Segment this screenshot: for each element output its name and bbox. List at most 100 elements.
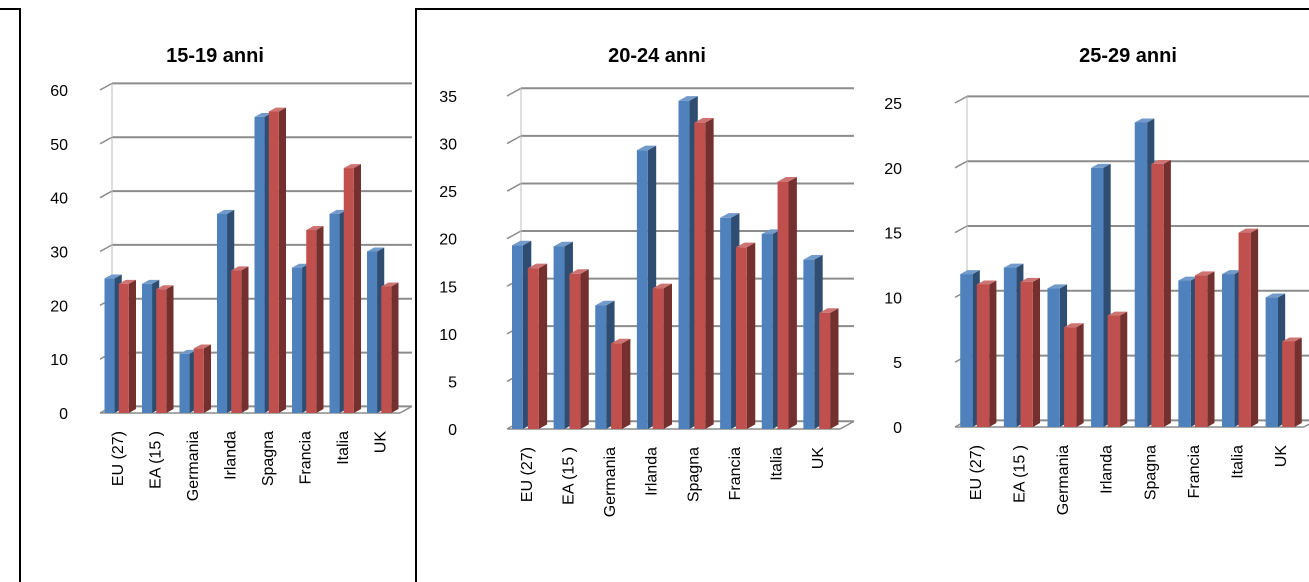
bar-front	[1107, 315, 1121, 427]
bar	[1194, 271, 1215, 427]
bar	[193, 344, 211, 413]
bar-top	[179, 349, 197, 354]
bar-front	[976, 284, 990, 427]
bar-front	[1003, 267, 1017, 427]
bar-top	[976, 280, 997, 285]
bar	[1151, 159, 1171, 428]
bar-front	[306, 229, 317, 413]
bar-top	[636, 145, 657, 151]
bar-top	[553, 241, 573, 247]
category-label: Irlanda	[1099, 445, 1116, 494]
bar-top	[595, 300, 615, 306]
grid-diagonal	[99, 190, 113, 199]
bar-front	[553, 246, 565, 429]
bar-side	[538, 263, 548, 429]
category-label: EA (15 )	[560, 447, 577, 505]
bar-top	[306, 226, 324, 230]
bar	[569, 269, 589, 429]
bar-top	[694, 118, 714, 123]
bar-side	[746, 242, 756, 429]
bar-top	[156, 285, 174, 290]
category-label: Francia	[1186, 445, 1203, 498]
bar-front	[735, 247, 747, 429]
y-tick-label: 15	[439, 279, 457, 296]
bar-top	[343, 164, 361, 169]
bar-front	[268, 111, 279, 414]
bar-top	[611, 338, 631, 344]
bar	[381, 282, 399, 413]
bar	[1107, 311, 1128, 427]
bar	[527, 263, 548, 429]
bar-top	[527, 263, 548, 269]
bar	[156, 285, 174, 413]
bar-top	[1194, 271, 1215, 276]
category-label: Italia	[769, 447, 786, 481]
bar-side	[1163, 159, 1171, 427]
y-tick-label: 0	[893, 420, 902, 437]
bar-front	[694, 122, 706, 429]
bar	[652, 283, 673, 429]
bar-front	[1134, 122, 1148, 427]
y-tick-label: 10	[439, 327, 457, 344]
y-tick-label: 25	[439, 184, 457, 201]
category-label: Italia	[1230, 445, 1247, 479]
bar-side	[241, 266, 249, 413]
bar-front	[1238, 232, 1251, 427]
frame-left-border	[19, 8, 21, 582]
bar-top	[1265, 293, 1286, 298]
bar-side	[830, 308, 839, 429]
bar-front	[595, 305, 607, 429]
y-tick-label: 30	[50, 245, 68, 262]
bar-front	[678, 100, 690, 429]
bar	[1282, 337, 1302, 427]
floor-edge-right	[839, 420, 855, 430]
bar-front	[1064, 327, 1077, 427]
bar-top	[720, 213, 740, 218]
y-tick-label: 0	[448, 422, 457, 439]
bar-top	[1003, 263, 1024, 268]
bar-side	[705, 118, 714, 430]
chart-title: 25-29 anni	[1079, 45, 1177, 67]
bar-side	[391, 282, 399, 413]
y-tick-label: 50	[50, 137, 68, 154]
bar-front	[367, 251, 378, 413]
bar-side	[278, 107, 286, 413]
bar	[694, 118, 714, 430]
bar-top	[511, 240, 532, 246]
bar-side	[989, 280, 997, 427]
bar-side	[203, 344, 211, 413]
bar-front	[761, 233, 773, 429]
y-tick-label: 10	[884, 290, 902, 307]
bar-front	[1020, 281, 1033, 427]
bar-front	[381, 286, 392, 413]
bar-front	[1265, 297, 1278, 427]
bar-front	[819, 312, 831, 429]
category-label: Spagna	[685, 447, 702, 502]
bar-side	[128, 279, 136, 413]
bar-side	[788, 177, 797, 429]
bar-top	[217, 209, 235, 214]
bar-front	[527, 268, 539, 429]
bar-front	[142, 283, 153, 413]
bar-top	[118, 279, 136, 284]
y-tick-label: 5	[448, 374, 457, 391]
category-label: Francia	[727, 447, 744, 500]
bar-top	[819, 308, 839, 313]
bar-top	[381, 282, 399, 287]
y-tick-label: 40	[50, 191, 68, 208]
bar-top	[1151, 159, 1171, 164]
bar-top	[761, 229, 782, 234]
bar-top	[1107, 311, 1128, 316]
bar-top	[1178, 276, 1198, 281]
category-label: Irlanda	[222, 431, 239, 480]
floor-edge-right	[1303, 423, 1309, 428]
bar	[343, 164, 361, 413]
bar-top	[1282, 337, 1302, 342]
chart-25-29: 25-29 anni 0 5 10 15 20 25 EU (27) EA (15 ) Germa…	[884, 45, 1309, 515]
bar	[118, 279, 136, 413]
bar-top	[652, 283, 673, 289]
bar-top	[1047, 284, 1068, 289]
category-label: Germania	[602, 447, 619, 517]
category-label: UK	[1273, 445, 1290, 468]
bar-front	[1178, 280, 1191, 427]
